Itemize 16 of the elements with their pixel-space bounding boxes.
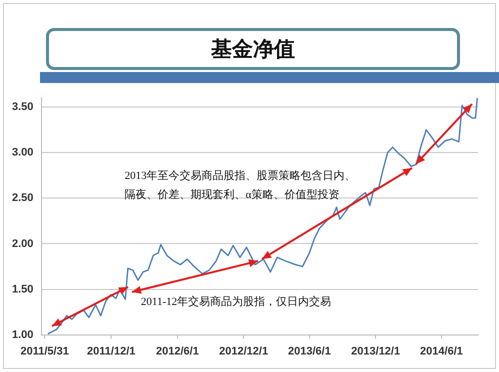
x-tick-label: 2014/6/1 [420, 345, 463, 358]
y-tick-label: 1.50 [12, 283, 34, 296]
y-tick-label: 1.00 [12, 328, 34, 341]
y-tick-label: 2.50 [12, 192, 34, 204]
annotation: 2011-12年交易商品为股指，仅日内交易 [140, 294, 332, 310]
y-tick-label: 2.00 [12, 238, 34, 250]
x-tick-label: 2012/6/1 [156, 345, 199, 358]
y-tick-label: 3.00 [12, 146, 34, 159]
chart-title: 基金净值 [46, 28, 460, 70]
y-tick-label: 3.50 [12, 101, 34, 114]
x-tick-label: 2013/12/1 [351, 345, 400, 358]
x-tick-label: 2012/12/1 [219, 345, 268, 358]
x-tick-label: 2011/5/31 [20, 345, 69, 358]
x-tick-label: 2011/12/1 [87, 345, 136, 358]
x-tick-label: 2013/6/1 [288, 345, 331, 358]
annotation: 2013年至今交易商品股指、股票策略包含日内、隔夜、价差、期现套利、α策略、价值型投资 [124, 168, 357, 204]
